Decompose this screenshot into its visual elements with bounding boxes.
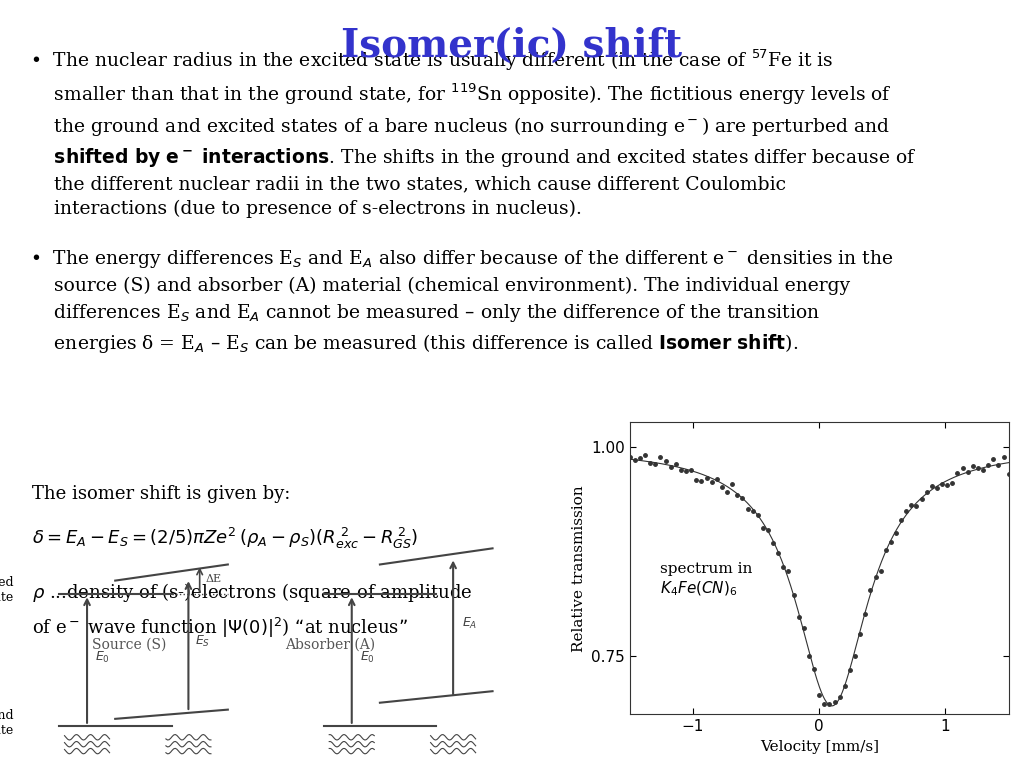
Text: spectrum in
$K_4Fe(CN)_6$: spectrum in $K_4Fe(CN)_6$ [660,562,753,598]
Text: $E_0$: $E_0$ [95,650,111,665]
Text: $E_A$: $E_A$ [462,616,477,631]
Text: Excited
state: Excited state [0,576,13,604]
Text: of e$^-$ wave function $|\Psi(0)|^2$) “at nucleus”: of e$^-$ wave function $|\Psi(0)|^2$) “a… [32,616,408,641]
Text: $\rho$ ...density of (s-)electrons (square of amplitude: $\rho$ ...density of (s-)electrons (squa… [32,581,472,604]
Text: $E_0$: $E_0$ [360,650,375,665]
Text: •  The nuclear radius in the excited state is usually different (in the case of : • The nuclear radius in the excited stat… [31,48,916,217]
X-axis label: Velocity [mm/s]: Velocity [mm/s] [760,740,879,753]
Text: The isomer shift is given by:: The isomer shift is given by: [32,485,291,503]
Text: Absorber (A): Absorber (A) [285,637,375,651]
Text: •  The energy differences E$_S$ and E$_A$ also differ because of the different e: • The energy differences E$_S$ and E$_A$… [31,248,894,355]
Y-axis label: Relative transmission: Relative transmission [571,485,586,651]
Text: Source (S): Source (S) [92,637,167,651]
Text: $\delta = E_A - E_S = (2/5)\pi Ze^2\,(\rho_A - \rho_S)(R_{exc}^{\ 2} - R_{GS}^{\: $\delta = E_A - E_S = (2/5)\pi Ze^2\,(\r… [32,526,418,551]
Text: $E_S$: $E_S$ [196,634,210,649]
Text: ΔE: ΔE [206,574,221,584]
Text: Isomer(ic) shift: Isomer(ic) shift [341,27,683,65]
Text: Ground
state: Ground state [0,710,13,737]
